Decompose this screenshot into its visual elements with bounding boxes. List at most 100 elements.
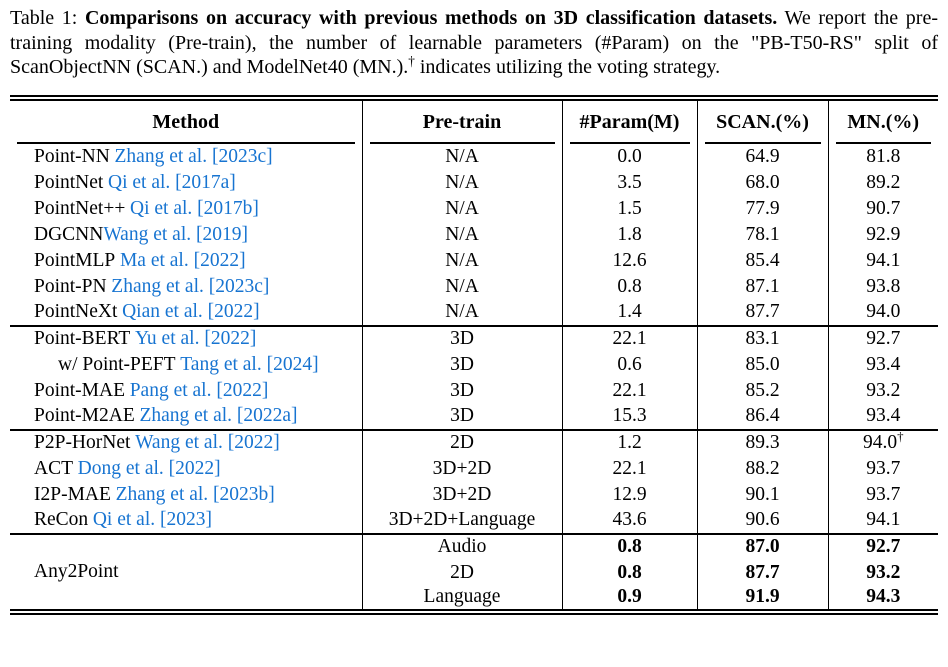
scan-cell: 89.3	[697, 429, 829, 456]
citation-link[interactable]: Yu et al. [2022]	[135, 328, 257, 350]
param-cell: 1.2	[562, 429, 698, 456]
method-cell: Point-M2AE Zhang et al. [2022a]	[10, 403, 363, 430]
scan-cell: 83.1	[697, 325, 829, 352]
mn-cell: 81.8	[828, 144, 938, 170]
mn-value: 89.2	[866, 171, 901, 193]
mn-cell: 94.1	[828, 248, 938, 274]
table-group-1: Point-NN Zhang et al. [2023c] N/A 0.0 64.9 81…	[10, 143, 938, 326]
method-name: w/ Point-PEFT	[58, 353, 176, 375]
table-row: 2D 0.8 87.7 93.2	[10, 559, 938, 586]
mn-value: 90.7	[866, 197, 901, 219]
table-row: Point-MAE Pang et al. [2022] 3D 22.1 85.2 93.…	[10, 377, 938, 404]
method-name: Point-NN	[34, 145, 110, 167]
table-row: ReCon Qi et al. [2023] 3D+2D+Language 43.6 9…	[10, 507, 938, 534]
citation-link[interactable]: Ma et al. [2022]	[119, 249, 246, 271]
scan-cell: 85.4	[697, 247, 829, 274]
table-row: ACT Dong et al. [2022] 3D+2D 22.1 88.2 93.7	[10, 455, 938, 482]
table-group-4: Any2Point Audio 0.8 87.0 92.7 2D 0.8 87.7 93.2 La…	[10, 533, 938, 612]
method-cell: I2P-MAE Zhang et al. [2023b]	[10, 481, 363, 508]
method-cell: PointNet++ Qi et al. [2017b]	[10, 195, 363, 222]
citation-link[interactable]: Wang et al. [2019]	[103, 223, 248, 245]
citation-link[interactable]: Qi et al. [2023]	[92, 509, 212, 531]
mn-cell: 93.2	[828, 378, 938, 404]
method-cell: Point-MAE Pang et al. [2022]	[10, 377, 363, 404]
header-pretrain: Pre-train	[362, 97, 563, 144]
mn-cell: 93.4	[828, 404, 938, 430]
mn-cell: 93.2	[828, 560, 938, 586]
mn-cell: 92.9	[828, 222, 938, 248]
header-param: #Param(M)	[562, 97, 698, 144]
pretrain-cell: N/A	[362, 247, 563, 274]
mn-cell: 92.7	[828, 534, 938, 560]
citation-link[interactable]: Zhang et al. [2023c]	[111, 275, 270, 297]
pretrain-cell: N/A	[362, 299, 563, 326]
method-cell: PointNet Qi et al. [2017a]	[10, 169, 363, 196]
param-cell: 22.1	[562, 325, 698, 352]
param-cell: 22.1	[562, 455, 698, 482]
method-cell: ACT Dong et al. [2022]	[10, 455, 363, 482]
mn-value: 93.7	[866, 457, 901, 479]
mn-value: 94.0	[862, 432, 898, 454]
scan-cell: 68.0	[697, 169, 829, 196]
table-row: Point-BERT Yu et al. [2022] 3D 22.1 83.1 92.7	[10, 325, 938, 352]
param-cell: 43.6	[562, 507, 698, 534]
citation-link[interactable]: Qi et al. [2017a]	[108, 171, 236, 193]
table-row: I2P-MAE Zhang et al. [2023b] 3D+2D 12.9 90.1…	[10, 481, 938, 508]
citation-link[interactable]: Qi et al. [2017b]	[130, 197, 259, 219]
mn-value: 94.3	[866, 586, 901, 608]
method-name: Point-BERT	[34, 328, 131, 350]
mn-value: 93.4	[866, 405, 901, 427]
table-row: Any2Point Audio 0.8 87.0 92.7	[10, 533, 938, 612]
mn-cell: 93.4	[828, 352, 938, 378]
citation-link[interactable]: Zhang et al. [2023b]	[115, 483, 275, 505]
mn-value: 94.1	[866, 509, 901, 531]
citation-link[interactable]: Qian et al. [2022]	[122, 301, 260, 323]
citation-link[interactable]: Tang et al. [2024]	[180, 353, 319, 375]
mn-cell: 90.7	[828, 196, 938, 222]
method-name: DGCNN	[34, 223, 104, 245]
param-cell: 0.8	[562, 273, 698, 300]
method-cell: Point-BERT Yu et al. [2022]	[10, 325, 363, 352]
mn-cell: 94.0	[828, 300, 938, 326]
method-name: I2P-MAE	[34, 483, 111, 505]
mn-cell: 94.3	[828, 586, 938, 612]
caption-body: We report the pre-training modality (Pre…	[10, 7, 938, 79]
param-cell: 1.4	[562, 299, 698, 326]
method-cell: w/ Point-PEFT Tang et al. [2024]	[10, 351, 363, 378]
mn-value: 81.8	[866, 145, 901, 167]
pretrain-cell: Audio	[362, 533, 563, 560]
mn-value: 92.7	[866, 328, 901, 350]
scan-cell: 91.9	[697, 585, 829, 612]
table-row: Point-M2AE Zhang et al. [2022a] 3D 15.3 86.4…	[10, 403, 938, 430]
mn-value: 93.8	[866, 275, 901, 297]
table-row: Point-PN Zhang et al. [2023c] N/A 0.8 87.1 93…	[10, 273, 938, 300]
caption-body-tail: indicates utilizing the voting strategy.	[414, 56, 721, 79]
scan-cell: 87.7	[697, 559, 829, 586]
method-name: PointMLP	[34, 249, 116, 271]
citation-link[interactable]: Pang et al. [2022]	[129, 379, 269, 401]
mn-cell: 94.1	[828, 508, 938, 534]
param-cell: 0.8	[562, 559, 698, 586]
mn-value: 93.2	[866, 379, 901, 401]
table-header: Method Pre-train #Param(M) SCAN.(%) MN.(…	[10, 97, 938, 144]
mn-value: 93.7	[866, 483, 901, 505]
citation-link[interactable]: Zhang et al. [2022a]	[139, 405, 298, 427]
param-cell: 0.6	[562, 351, 698, 378]
method-name: PointNeXt	[34, 301, 118, 323]
mn-value: 92.9	[866, 223, 901, 245]
citation-link[interactable]: Zhang et al. [2023c]	[114, 145, 273, 167]
scan-cell: 64.9	[697, 143, 829, 170]
pretrain-cell: N/A	[362, 273, 563, 300]
pretrain-cell: 3D	[362, 377, 563, 404]
method-cell: PointMLP Ma et al. [2022]	[10, 247, 363, 274]
citation-link[interactable]: Wang et al. [2022]	[135, 432, 280, 454]
mn-value: 93.2	[866, 561, 901, 583]
table-group-2: Point-BERT Yu et al. [2022] 3D 22.1 83.1 92.7…	[10, 325, 938, 430]
dagger-mark: †	[408, 53, 415, 69]
table-row: PointNet++ Qi et al. [2017b] N/A 1.5 77.9 90.…	[10, 195, 938, 222]
method-name: Any2Point	[34, 560, 119, 582]
mn-value: 94.0	[866, 301, 901, 323]
param-cell: 12.6	[562, 247, 698, 274]
header-method: Method	[10, 97, 363, 144]
citation-link[interactable]: Dong et al. [2022]	[77, 457, 221, 479]
